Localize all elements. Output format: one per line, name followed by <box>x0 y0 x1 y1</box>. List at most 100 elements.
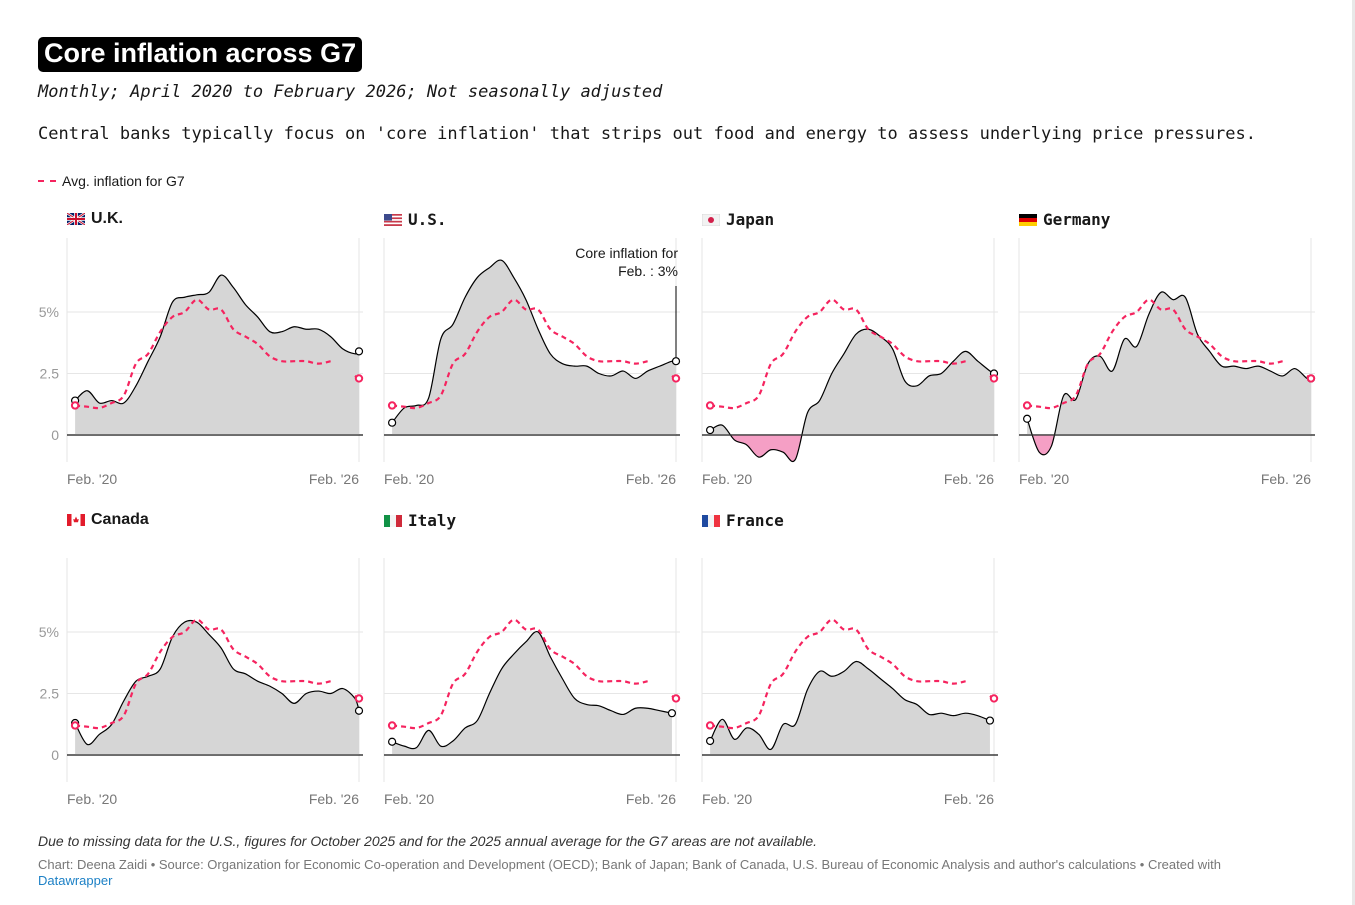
x-tick-label: Feb. '26 <box>309 791 359 807</box>
x-tick-label: Feb. '26 <box>626 471 676 487</box>
country-name: Germany <box>1043 210 1111 229</box>
country-name: Italy <box>408 511 457 530</box>
country-endpoint-dot <box>671 357 681 366</box>
y-tick-label: 2.5 <box>40 366 60 382</box>
it-flag-icon <box>384 514 402 527</box>
y-tick-label: 5% <box>39 624 59 640</box>
x-tick-label: Feb. '26 <box>944 471 994 487</box>
panel-title: Canada <box>67 511 149 529</box>
x-tick-label: Feb. '20 <box>1019 471 1069 487</box>
g7-endpoint-dot <box>354 374 364 383</box>
de-flag-icon <box>1019 213 1037 226</box>
area-positive <box>392 631 672 755</box>
country-endpoint-dot <box>1023 414 1032 423</box>
country-endpoint-dot <box>667 709 677 718</box>
g7-endpoint-dot <box>70 721 80 730</box>
credits: Chart: Deena Zaidi • Source: Organizatio… <box>38 857 1288 889</box>
annotation-line-2: Feb. : 3% <box>618 263 678 279</box>
x-tick-label: Feb. '20 <box>384 791 434 807</box>
area-positive <box>1027 291 1311 435</box>
panel-us: Feb. '20 Feb. '26 <box>383 238 681 487</box>
country-name: France <box>726 511 784 530</box>
g7-endpoint-dot <box>989 374 999 383</box>
area-negative <box>710 435 994 462</box>
y-tick-label: 5% <box>39 304 59 320</box>
legend-label: Avg. inflation for G7 <box>62 173 185 189</box>
panel-title: France <box>702 511 784 530</box>
country-endpoint-dot <box>388 418 397 427</box>
x-tick-label: Feb. '20 <box>67 791 117 807</box>
y-tick-label: 2.5 <box>40 686 60 702</box>
chart-description: Central banks typically focus on 'core i… <box>38 124 1256 144</box>
x-tick-label: Feb. '20 <box>702 471 752 487</box>
page-edge <box>1352 0 1355 905</box>
country-name: U.K. <box>91 210 123 227</box>
legend-dash-swatch <box>38 180 56 182</box>
country-endpoint-dot <box>354 347 364 356</box>
panel-japan: Feb. '20 Feb. '26 <box>701 238 999 487</box>
panel-canada: 0 2.5 5% Feb. '20 Feb. '26 <box>39 558 364 807</box>
g7-endpoint-dot <box>1022 401 1032 410</box>
country-endpoint-dot <box>706 736 715 746</box>
uk-flag-icon <box>67 213 85 225</box>
area-positive <box>710 329 994 435</box>
panel-title: U.S. <box>384 210 447 229</box>
x-tick-label: Feb. '20 <box>67 471 117 487</box>
area-positive <box>75 620 359 755</box>
g7-endpoint-dot <box>354 694 364 703</box>
g7-endpoint-dot <box>671 374 681 383</box>
chart-subtitle: Monthly; April 2020 to February 2026; No… <box>38 82 663 102</box>
x-tick-label: Feb. '20 <box>702 791 752 807</box>
annotation-line-1: Core inflation for <box>575 245 678 261</box>
panel-germany: Feb. '20 Feb. '26 <box>1018 238 1316 487</box>
y-tick-label: 0 <box>51 747 59 763</box>
legend: Avg. inflation for G7 <box>38 173 185 189</box>
fr-flag-icon <box>702 514 720 527</box>
footnote: Due to missing data for the U.S., figure… <box>38 833 818 849</box>
g7-endpoint-dot <box>387 721 397 730</box>
g7-endpoint-dot <box>671 694 681 703</box>
x-tick-label: Feb. '26 <box>626 791 676 807</box>
panel-uk: 0 2.5 5% Feb. '20 Feb. '26 <box>39 238 364 487</box>
country-line <box>709 328 995 463</box>
country-name: Japan <box>726 210 775 229</box>
credit-text: Chart: Deena Zaidi • Source: Organizatio… <box>38 857 1221 872</box>
g7-endpoint-dot <box>1306 374 1316 383</box>
ca-flag-icon <box>67 514 85 526</box>
x-tick-label: Feb. '26 <box>944 791 994 807</box>
g7-endpoint-dot <box>387 401 397 410</box>
panel-title: Italy <box>384 511 456 530</box>
jp-flag-icon <box>702 213 720 226</box>
x-tick-label: Feb. '20 <box>384 471 434 487</box>
area-positive <box>710 661 990 755</box>
x-tick-label: Feb. '26 <box>309 471 359 487</box>
area-positive <box>392 260 676 435</box>
country-endpoint-dot <box>354 706 364 715</box>
panel-italy: Feb. '20 Feb. '26 <box>383 558 681 807</box>
country-endpoint-dot <box>388 737 397 746</box>
panel-title: Japan <box>702 210 774 229</box>
country-name: Canada <box>91 511 149 528</box>
g7-endpoint-dot <box>989 694 999 703</box>
country-line <box>74 619 360 746</box>
us-annotation: Core inflation for Feb. : 3% <box>478 244 678 280</box>
g7-endpoint-dot <box>705 721 715 730</box>
y-tick-label: 0 <box>51 427 59 443</box>
panel-title: Germany <box>1019 210 1110 229</box>
country-line <box>1026 291 1312 456</box>
panel-france: Feb. '20 Feb. '26 <box>701 558 999 807</box>
country-endpoint-dot <box>985 716 995 725</box>
g7-endpoint-dot <box>70 401 80 410</box>
area-positive <box>75 275 359 435</box>
g7-endpoint-dot <box>705 401 715 410</box>
country-line <box>709 660 991 750</box>
country-line <box>74 274 360 405</box>
country-endpoint-dot <box>706 425 715 435</box>
country-name: U.S. <box>408 210 447 229</box>
chart-title: Core inflation across G7 <box>38 37 363 72</box>
country-line <box>391 259 677 424</box>
country-line <box>391 630 673 750</box>
datawrapper-link[interactable]: Datawrapper <box>38 873 113 888</box>
panel-title: U.K. <box>67 210 123 228</box>
